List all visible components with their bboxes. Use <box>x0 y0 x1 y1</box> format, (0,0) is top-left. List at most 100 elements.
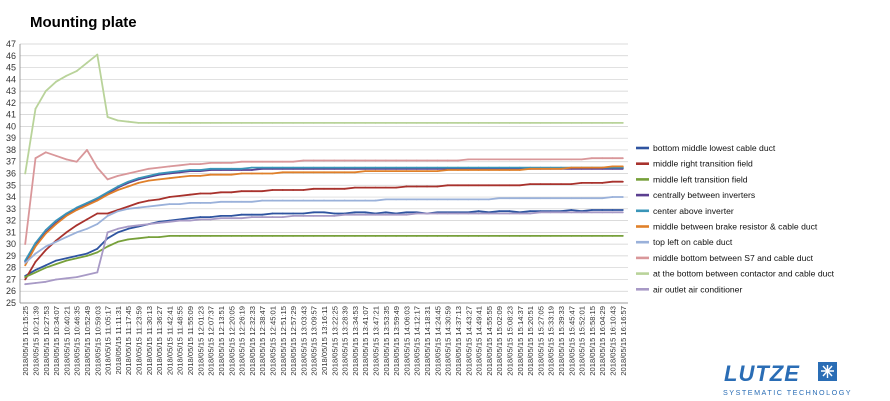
data-point <box>137 237 140 240</box>
data-point <box>611 180 614 183</box>
x-tick-label: 2018/05/15 15:52:01 <box>578 306 587 376</box>
data-point <box>343 199 346 202</box>
data-point <box>508 184 511 187</box>
data-point <box>34 242 37 244</box>
data-point <box>395 159 398 162</box>
x-tick-label: 2018/05/15 10:59:03 <box>93 306 102 376</box>
x-tick-label: 2018/05/15 15:20:51 <box>526 306 535 376</box>
data-point <box>158 198 161 201</box>
data-point <box>147 199 150 202</box>
data-point <box>415 198 418 201</box>
data-point <box>498 210 501 213</box>
data-point <box>374 199 377 202</box>
data-point <box>343 234 346 237</box>
data-point <box>240 190 243 193</box>
data-point <box>116 231 119 234</box>
data-point <box>529 212 532 215</box>
legend-item-label: at the bottom between contactor and cabl… <box>653 269 835 279</box>
data-point <box>34 269 37 271</box>
x-tick-label: 2018/05/15 10:21:39 <box>31 306 40 376</box>
data-point <box>446 166 449 169</box>
y-tick-label: 44 <box>6 74 16 84</box>
data-point <box>96 166 99 169</box>
data-point <box>539 197 542 200</box>
data-point <box>560 167 562 170</box>
legend-item-label: middle right transition field <box>653 159 753 169</box>
x-tick-label: 2018/05/15 13:03:43 <box>299 306 308 376</box>
x-tick-label: 2018/05/15 14:24:45 <box>433 306 442 376</box>
data-point <box>34 252 37 255</box>
data-point <box>374 213 377 216</box>
data-point <box>106 212 109 215</box>
data-point <box>498 212 501 215</box>
data-point <box>96 212 99 215</box>
grid <box>19 43 628 304</box>
data-point <box>147 236 150 238</box>
data-point <box>395 121 398 124</box>
x-tick-label: 2018/05/15 10:27:53 <box>42 306 51 376</box>
data-point <box>199 174 202 177</box>
data-point <box>457 121 459 124</box>
x-tick-label: 2018/05/15 16:16:57 <box>619 306 628 376</box>
data-point <box>405 234 408 237</box>
data-point <box>323 159 325 162</box>
data-point <box>96 223 99 226</box>
data-point <box>477 166 480 169</box>
data-point <box>281 212 284 215</box>
data-point <box>601 157 604 160</box>
data-point <box>261 213 264 216</box>
x-tick-label: 2018/05/15 12:32:33 <box>248 306 257 376</box>
data-point <box>116 189 119 191</box>
x-tick-label: 2018/05/15 12:01:23 <box>196 306 205 376</box>
data-point <box>364 211 367 214</box>
data-point <box>116 227 119 230</box>
data-point <box>518 121 521 124</box>
data-point <box>106 178 109 181</box>
x-tick-label: 2018/05/15 12:38:47 <box>258 306 267 376</box>
data-point <box>508 169 511 171</box>
data-point <box>44 90 47 92</box>
data-point <box>158 222 161 224</box>
data-point <box>178 121 181 124</box>
data-point <box>220 121 222 124</box>
data-point <box>560 183 562 185</box>
data-point <box>34 271 37 274</box>
data-point <box>86 61 88 64</box>
data-point <box>343 159 346 162</box>
data-point <box>354 159 356 162</box>
data-point <box>96 271 99 274</box>
x-tick-label: 2018/05/15 12:13:51 <box>217 306 226 376</box>
data-point <box>44 266 47 269</box>
data-point <box>75 206 78 209</box>
data-point <box>580 158 583 161</box>
logo-mark-glyph <box>821 365 834 378</box>
data-point <box>271 212 274 215</box>
data-point <box>508 158 511 161</box>
data-point <box>65 236 68 238</box>
data-point <box>75 160 78 163</box>
data-point <box>436 234 439 237</box>
data-point <box>137 121 140 124</box>
data-point <box>395 166 398 169</box>
data-point <box>426 185 428 188</box>
data-point <box>436 212 439 215</box>
x-tick-label: 2018/05/15 10:46:35 <box>73 306 82 376</box>
data-point <box>271 166 274 169</box>
data-point <box>250 234 253 237</box>
data-point <box>127 227 130 230</box>
data-point <box>168 203 171 206</box>
data-point <box>209 216 212 218</box>
data-point <box>302 166 305 169</box>
data-point <box>549 211 552 214</box>
data-point <box>271 172 274 175</box>
data-point <box>518 234 521 237</box>
data-point <box>333 199 336 202</box>
data-point <box>467 212 470 215</box>
data-point <box>477 158 480 161</box>
data-point <box>75 231 78 234</box>
data-point <box>312 214 315 217</box>
data-point <box>560 121 562 124</box>
data-point <box>75 255 78 257</box>
data-point <box>261 121 264 124</box>
data-point <box>250 172 253 175</box>
